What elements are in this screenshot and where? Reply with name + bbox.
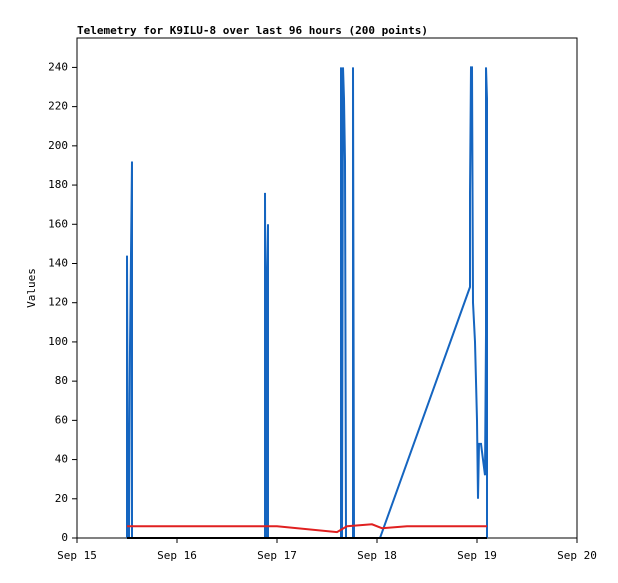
x-tick-label: Sep 15 [57, 549, 97, 562]
y-tick-label: 220 [48, 100, 68, 113]
y-tick-label: 200 [48, 139, 68, 152]
y-tick-label: 60 [55, 413, 68, 426]
y-axis-label: Values [25, 268, 38, 308]
y-tick-label: 40 [55, 453, 68, 466]
y-tick-label: 80 [55, 374, 68, 387]
y-tick-label: 120 [48, 296, 68, 309]
x-tick-label: Sep 17 [257, 549, 297, 562]
y-tick-label: 20 [55, 492, 68, 505]
series-line [127, 523, 487, 534]
chart-title: Telemetry for K9ILU-8 over last 96 hours… [77, 24, 428, 37]
y-tick-label: 240 [48, 60, 68, 73]
x-tick-label: Sep 16 [157, 549, 197, 562]
y-tick-label: 180 [48, 178, 68, 191]
y-tick-label: 0 [61, 531, 68, 544]
x-tick-label: Sep 19 [457, 549, 497, 562]
x-tick-label: Sep 20 [557, 549, 597, 562]
y-tick-label: 160 [48, 217, 68, 230]
plot-frame [76, 37, 578, 539]
y-tick-label: 100 [48, 335, 68, 348]
x-tick-label: Sep 18 [357, 549, 397, 562]
y-tick-label: 140 [48, 256, 68, 269]
series-line [126, 66, 488, 539]
